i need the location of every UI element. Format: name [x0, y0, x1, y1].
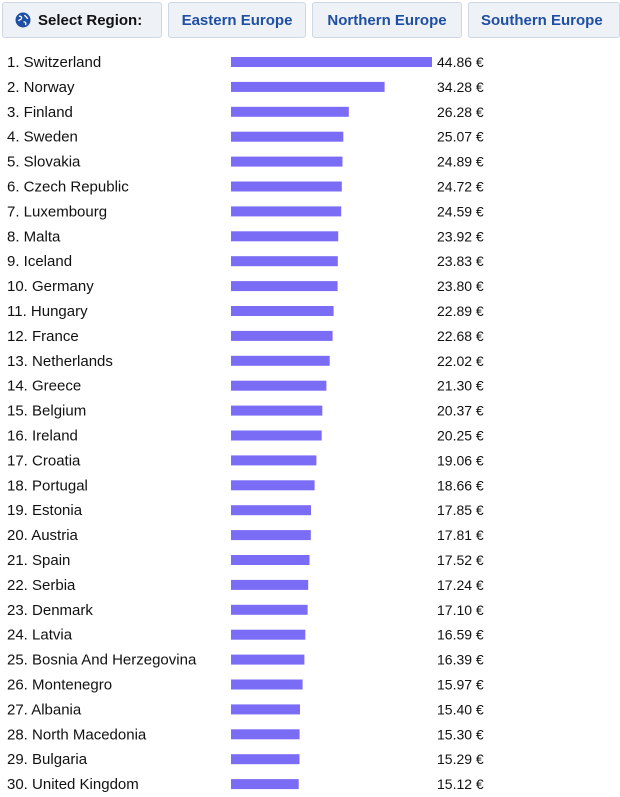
- bar: [231, 679, 303, 690]
- value-label: 24.89 €: [437, 154, 484, 170]
- bar: [231, 281, 338, 292]
- value-label: 17.85 €: [437, 502, 484, 518]
- value-label: 17.52 €: [437, 552, 484, 568]
- value-label: 18.66 €: [437, 477, 484, 493]
- bar: [231, 405, 323, 416]
- category-label: 20. Austria: [7, 527, 79, 544]
- ranking-bar-chart: 1. Switzerland 44.86 € 2. Norway 34.28 € 3. …: [7, 54, 484, 793]
- value-label: 22.89 €: [437, 303, 484, 319]
- value-label: 20.37 €: [437, 403, 484, 419]
- category-label: 4. Sweden: [7, 129, 78, 146]
- value-label: 16.39 €: [437, 652, 484, 668]
- value-label: 17.10 €: [437, 602, 484, 618]
- value-label: 22.02 €: [437, 353, 484, 369]
- category-label: 9. Iceland: [7, 253, 72, 270]
- value-label: 24.72 €: [437, 179, 484, 195]
- bar: [231, 306, 334, 316]
- bar: [231, 555, 310, 565]
- bar: [231, 779, 299, 790]
- value-label: 17.24 €: [437, 577, 484, 593]
- region-button-southern-europe[interactable]: Southern Europe: [468, 2, 620, 38]
- category-label: 7. Luxembourg: [7, 203, 107, 220]
- value-label: 34.28 €: [437, 79, 484, 95]
- category-label: 1. Switzerland: [7, 54, 101, 71]
- category-label: 5. Slovakia: [7, 154, 81, 171]
- value-label: 15.12 €: [437, 776, 484, 792]
- region-selector: Select Region: Eastern Europe Northern E…: [0, 0, 620, 40]
- category-label: 8. Malta: [7, 228, 61, 245]
- select-region-label: Select Region:: [38, 11, 143, 29]
- value-label: 19.06 €: [437, 452, 484, 468]
- value-label: 23.83 €: [437, 253, 484, 269]
- category-label: 22. Serbia: [7, 577, 76, 594]
- value-label: 22.68 €: [437, 328, 484, 344]
- bar: [231, 131, 344, 142]
- value-label: 23.80 €: [437, 278, 484, 294]
- category-label: 27. Albania: [7, 701, 82, 718]
- value-label: 15.40 €: [437, 701, 484, 717]
- value-label: 16.59 €: [437, 627, 484, 643]
- category-label: 6. Czech Republic: [7, 179, 129, 196]
- bar: [231, 181, 342, 192]
- value-label: 26.28 €: [437, 104, 484, 120]
- value-label: 24.59 €: [437, 203, 484, 219]
- bar: [231, 654, 305, 665]
- category-label: 17. Croatia: [7, 452, 81, 469]
- category-label: 16. Ireland: [7, 428, 78, 445]
- category-label: 25. Bosnia And Herzegovina: [7, 652, 197, 669]
- value-label: 15.30 €: [437, 726, 484, 742]
- bar: [231, 256, 338, 267]
- category-label: 14. Greece: [7, 378, 81, 395]
- category-label: 12. France: [7, 328, 79, 345]
- bar: [231, 206, 342, 217]
- bar: [231, 729, 300, 740]
- bar: [231, 430, 322, 441]
- bar: [231, 231, 339, 242]
- category-label: 30. United Kingdom: [7, 776, 139, 793]
- bar: [231, 355, 330, 366]
- category-label: 19. Estonia: [7, 502, 83, 519]
- region-button-eastern-europe[interactable]: Eastern Europe: [168, 2, 306, 38]
- value-label: 25.07 €: [437, 129, 484, 145]
- bar: [231, 629, 306, 640]
- bar: [231, 156, 343, 167]
- category-label: 11. Hungary: [7, 303, 88, 320]
- value-label: 15.97 €: [437, 677, 484, 693]
- bar: [231, 530, 311, 541]
- category-label: 10. Germany: [7, 278, 94, 295]
- bar: [231, 505, 311, 516]
- value-label: 44.86 €: [437, 54, 484, 70]
- category-label: 15. Belgium: [7, 403, 86, 420]
- globe-icon: [15, 12, 31, 28]
- category-label: 3. Finland: [7, 104, 73, 121]
- value-label: 17.81 €: [437, 527, 484, 543]
- bar: [231, 380, 327, 391]
- value-label: 20.25 €: [437, 428, 484, 444]
- category-label: 26. Montenegro: [7, 677, 112, 694]
- select-region-button[interactable]: Select Region:: [2, 2, 162, 38]
- category-label: 2. Norway: [7, 79, 75, 96]
- category-label: 18. Portugal: [7, 477, 88, 494]
- category-label: 21. Spain: [7, 552, 70, 569]
- bar: [231, 57, 432, 67]
- category-label: 13. Netherlands: [7, 353, 113, 370]
- category-label: 24. Latvia: [7, 627, 73, 644]
- region-button-northern-europe[interactable]: Northern Europe: [312, 2, 462, 38]
- bar: [231, 81, 385, 92]
- bar: [231, 579, 309, 590]
- value-label: 21.30 €: [437, 378, 484, 394]
- bar: [231, 106, 349, 117]
- category-label: 23. Denmark: [7, 602, 93, 619]
- bar: [231, 704, 300, 715]
- bar: [231, 754, 300, 765]
- value-label: 15.29 €: [437, 751, 484, 767]
- category-label: 28. North Macedonia: [7, 726, 147, 743]
- category-label: 29. Bulgaria: [7, 751, 88, 768]
- bar: [231, 455, 317, 466]
- value-label: 23.92 €: [437, 228, 484, 244]
- bar: [231, 480, 315, 491]
- bar: [231, 604, 308, 615]
- bar: [231, 330, 333, 341]
